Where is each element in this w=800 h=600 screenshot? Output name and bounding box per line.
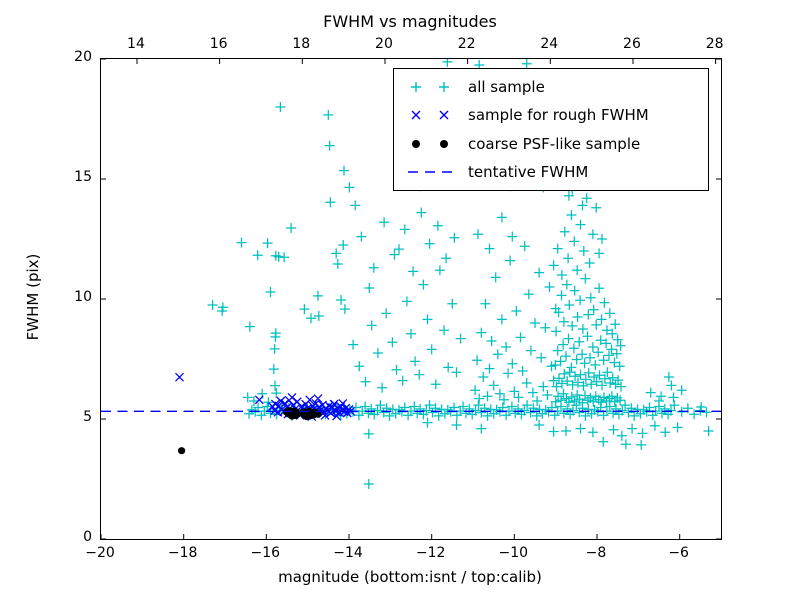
y-tick-label: 10 [74,289,92,305]
x-tick-label-top: 14 [127,36,145,52]
legend-entry: sample for rough FWHM [402,102,700,129]
x-tick-label-bottom: −10 [498,545,529,561]
x-axis-label: magnitude (bottom:isnt / top:calib) [278,568,542,586]
x-tick-label-bottom: −6 [668,545,689,561]
y-tick-label: 15 [74,169,92,185]
y-tick-label: 5 [83,409,92,425]
x-tick-label-bottom: −14 [333,545,363,561]
x-tick-label-top: 28 [705,36,724,52]
legend-label: tentative FWHM [468,162,589,181]
legend: all sample sample for rough FWHM coarse PS… [393,68,709,191]
x-tick-label-bottom: −20 [85,545,115,561]
legend-label: coarse PSF-like sample [468,134,641,153]
x-tick-label-top: 20 [375,36,393,52]
dot-glyph [440,139,448,148]
cross-glyph [411,110,421,120]
cross-glyph [439,110,449,120]
chart-title: FWHM vs magnitudes [323,12,497,31]
x-tick-label-top: 18 [292,36,311,52]
x-tick-label-bottom: −8 [585,545,607,561]
plus-glyph [439,82,449,93]
x-tick-label-top: 26 [623,36,641,52]
x-tick-label-top: 22 [457,36,476,52]
y-tick-label: 0 [83,529,92,545]
scatter-point-dot [314,410,322,418]
legend-plus-icon [411,82,449,93]
x-tick-label-bottom: −12 [415,545,446,561]
legend-entry: all sample [402,74,700,101]
x-tick-label-bottom: −18 [167,545,198,561]
legend-entry: tentative FWHM [402,158,700,185]
scatter-point-dot [293,410,301,418]
x-tick-label-bottom: −16 [250,545,281,561]
axis-tick-marks [101,59,721,539]
x-tick-label-top: 24 [540,36,559,52]
dot-glyph [412,139,420,148]
x-tick-label-top: 16 [209,36,228,52]
legend-dot-icon [412,139,448,148]
y-axis-label: FWHM (pix) [24,253,42,341]
scatter-point-dot [178,447,186,455]
legend-dashes-icon [408,171,452,173]
legend-label: all sample [468,78,545,97]
legend-entry: coarse PSF-like sample [402,130,700,157]
legend-label: sample for rough FWHM [468,106,649,125]
legend-cross-icon [411,110,449,120]
y-tick-label: 20 [74,49,92,65]
plus-glyph [411,82,421,93]
